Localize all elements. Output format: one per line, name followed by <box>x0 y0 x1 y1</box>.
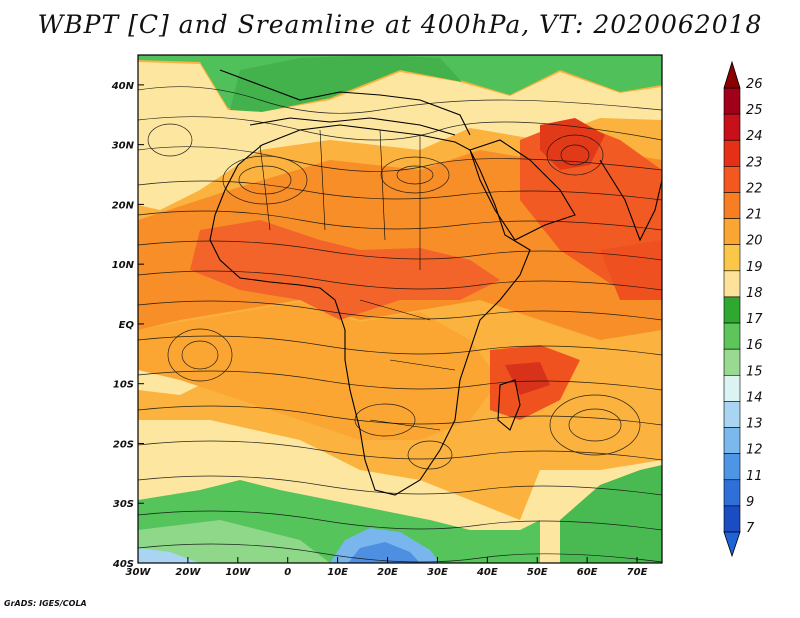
coastlines <box>209 69 662 496</box>
colorbar-label: 16 <box>746 338 763 353</box>
colorbar-label: 22 <box>746 181 763 196</box>
colorbar-label: 25 <box>746 103 763 118</box>
streamlines <box>138 86 662 563</box>
lat-tick-label: 40S <box>112 559 134 570</box>
colorbar-swatch <box>723 218 741 246</box>
lat-tick-label: 30S <box>113 499 134 510</box>
colorbar-label: 9 <box>746 495 754 510</box>
lon-tick-label: 0 <box>284 567 291 578</box>
lat-tick-label: 20S <box>113 439 134 450</box>
colorbar-swatch <box>723 139 741 167</box>
lon-tick-label: 10W <box>225 567 251 578</box>
colorbar-swatch <box>723 296 741 324</box>
lon-tick-label: 30W <box>126 567 152 578</box>
colorbar-label: 26 <box>746 77 763 92</box>
colorbar-swatch <box>723 87 741 115</box>
lon-tick-label: 20E <box>377 567 398 578</box>
colorbar-label: 18 <box>746 286 763 301</box>
colorbar-swatch <box>723 453 741 481</box>
colorbar-label: 23 <box>746 155 763 170</box>
colorbar-label: 11 <box>746 469 763 484</box>
colorbar-swatch <box>723 192 741 219</box>
lon-tick-label: 30E <box>427 567 448 578</box>
colorbar-label: 15 <box>746 364 763 379</box>
colorbar-label: 21 <box>746 208 763 223</box>
colorbar-label: 14 <box>746 390 763 405</box>
colorbar-swatch <box>723 244 741 272</box>
colorbar-swatch <box>723 270 741 298</box>
colorbar-swatch <box>723 427 741 454</box>
colorbar-swatch <box>723 113 741 141</box>
colorbar: 26 25 24 23 22 21 20 19 18 17 16 15 14 13 12 11 9 7 <box>723 60 763 558</box>
colorbar-top-arrow <box>723 60 741 89</box>
lat-tick-label: EQ <box>119 320 135 331</box>
lat-tick-label: 10N <box>112 260 135 271</box>
colorbar-swatch <box>723 401 741 428</box>
colorbar-label: 12 <box>746 443 763 458</box>
colorbar-swatch <box>723 505 741 533</box>
latitude-axis: 40N 30N 20N 10N EQ 10S 20S 30S 40S <box>111 81 144 570</box>
lat-tick-label: 10S <box>113 380 134 391</box>
map-frame <box>137 54 663 564</box>
colorbar-swatch <box>723 322 741 350</box>
longitude-axis: 30W 20W 10W 0 10E 20E 30E 40E 50E 60E 70E <box>126 557 648 578</box>
lat-tick-label: 30N <box>112 141 135 152</box>
lat-tick-label: 40N <box>111 81 135 92</box>
colorbar-swatch <box>723 348 741 376</box>
colorbar-label: 20 <box>746 234 763 249</box>
lon-tick-label: 70E <box>627 567 648 578</box>
temperature-field <box>138 55 662 563</box>
colorbar-swatch <box>723 166 741 193</box>
lat-tick-label: 20N <box>112 200 135 211</box>
colorbar-bottom-arrow <box>723 531 741 558</box>
grads-credit: GrADS: IGES/COLA <box>4 599 87 608</box>
lon-tick-label: 50E <box>527 567 548 578</box>
colorbar-label: 17 <box>746 312 763 327</box>
colorbar-label: 13 <box>746 417 763 432</box>
lon-tick-label: 10E <box>327 567 348 578</box>
colorbar-label: 24 <box>746 129 763 144</box>
lon-tick-label: 60E <box>577 567 598 578</box>
colorbar-swatch <box>723 374 741 402</box>
lon-tick-label: 20W <box>175 567 201 578</box>
chart-title: WBPT [C] and Sreamline at 400hPa, VT: 20… <box>37 10 763 39</box>
lon-tick-label: 40E <box>476 567 498 578</box>
colorbar-label: 19 <box>746 260 763 275</box>
colorbar-label: 7 <box>746 521 755 536</box>
colorbar-swatch <box>723 479 741 507</box>
